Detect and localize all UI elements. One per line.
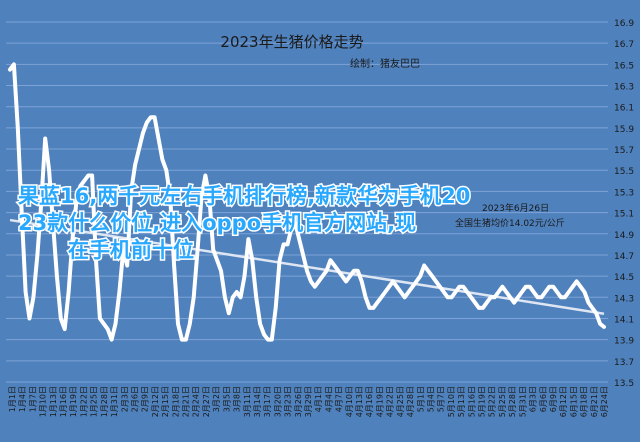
x-tick-label: 6月15日 bbox=[569, 386, 578, 417]
x-tick-label: 4月25日 bbox=[396, 386, 405, 417]
y-tick-label: 14.5 bbox=[614, 273, 634, 283]
x-tick-label: 1月13日 bbox=[49, 386, 58, 417]
x-tick-label: 1月19日 bbox=[69, 386, 78, 417]
x-tick-label: 5月13日 bbox=[457, 386, 466, 417]
x-tick-label: 5月28日 bbox=[508, 386, 517, 417]
y-tick-label: 14.1 bbox=[614, 315, 634, 325]
x-tick-label: 3月23日 bbox=[284, 386, 293, 417]
x-tick-label: 5月22日 bbox=[488, 386, 497, 417]
y-tick-label: 15.9 bbox=[614, 125, 634, 135]
x-tick-label: 2月9日 bbox=[141, 386, 150, 412]
annotation-date: 2023年6月26日 bbox=[482, 202, 549, 214]
x-tick-label: 5月19日 bbox=[478, 386, 487, 417]
y-tick-label: 15.1 bbox=[614, 210, 634, 220]
x-tick-label: 6月6日 bbox=[539, 386, 548, 412]
x-tick-label: 1月16日 bbox=[59, 386, 68, 417]
x-tick-label: 1月1日 bbox=[8, 386, 17, 412]
x-tick-label: 6月9日 bbox=[549, 386, 558, 412]
x-tick-label: 6月24日 bbox=[600, 386, 609, 417]
y-tick-label: 14.3 bbox=[614, 294, 634, 304]
x-tick-label: 4月13日 bbox=[355, 386, 364, 417]
x-tick-label: 4月22日 bbox=[386, 386, 395, 417]
series-line bbox=[8, 62, 606, 342]
y-tick-label: 13.7 bbox=[614, 358, 634, 368]
y-tick-label: 16.5 bbox=[614, 61, 634, 71]
x-tick-label: 4月4日 bbox=[324, 386, 333, 412]
x-tick-label: 2月3日 bbox=[120, 386, 129, 412]
watermark-line-3: 在手机前十位 bbox=[68, 238, 194, 262]
x-tick-label: 6月3日 bbox=[529, 386, 538, 412]
x-tick-label: 5月7日 bbox=[437, 386, 446, 412]
x-tick-label: 5月1日 bbox=[416, 386, 425, 412]
annotation-price: 全国生猪均价14.02元/公斤 bbox=[455, 217, 565, 229]
x-tick-label: 1月28日 bbox=[100, 386, 109, 417]
chart-subtitle: 绘制：猪友巴巴 bbox=[350, 57, 420, 70]
x-tick-label: 3月17日 bbox=[263, 386, 272, 417]
x-tick-label: 1月31日 bbox=[110, 386, 119, 417]
y-tick-label: 13.9 bbox=[614, 337, 634, 347]
x-tick-label: 1月4日 bbox=[18, 386, 27, 412]
x-tick-label: 3月14日 bbox=[253, 386, 262, 417]
x-tick-label: 3月20日 bbox=[273, 386, 282, 417]
x-tick-label: 2月24日 bbox=[192, 386, 201, 417]
x-tick-label: 3月5日 bbox=[222, 386, 231, 412]
watermark-line-1: 果蓝16,两千元左右手机排行榜,新款华为手机20 bbox=[18, 184, 470, 208]
x-tick-label: 4月19日 bbox=[375, 386, 384, 417]
x-tick-label: 2月27日 bbox=[202, 386, 211, 417]
x-tick-label: 4月7日 bbox=[335, 386, 344, 412]
x-tick-label: 3月2日 bbox=[212, 386, 221, 412]
grid-lines bbox=[6, 21, 608, 383]
y-tick-label: 15.3 bbox=[614, 188, 634, 198]
x-tick-label: 2月12日 bbox=[151, 386, 160, 417]
y-tick-label: 16.3 bbox=[614, 83, 634, 93]
x-tick-label: 3月26日 bbox=[294, 386, 303, 417]
x-tick-label: 2月15日 bbox=[161, 386, 170, 417]
x-tick-label: 1月10日 bbox=[39, 386, 48, 417]
x-tick-label: 4月10日 bbox=[345, 386, 354, 417]
x-tick-label: 2月18日 bbox=[171, 386, 180, 417]
y-tick-label: 16.1 bbox=[614, 104, 634, 114]
x-tick-label: 6月21日 bbox=[590, 386, 599, 417]
x-tick-label: 5月10日 bbox=[447, 386, 456, 417]
y-tick-label: 16.7 bbox=[614, 40, 634, 50]
x-tick-label: 2月21日 bbox=[182, 386, 191, 417]
y-tick-label: 15.7 bbox=[614, 146, 634, 156]
x-tick-label: 4月16日 bbox=[365, 386, 374, 417]
x-tick-label: 5月4日 bbox=[426, 386, 435, 412]
y-tick-label: 14.7 bbox=[614, 252, 634, 262]
x-tick-label: 3月29日 bbox=[304, 386, 313, 417]
x-tick-label: 5月31日 bbox=[518, 386, 527, 417]
x-tick-label: 4月28日 bbox=[406, 386, 415, 417]
chart-title: 2023年生猪价格走势 bbox=[220, 33, 363, 51]
x-tick-label: 5月25日 bbox=[498, 386, 507, 417]
x-tick-label: 3月8日 bbox=[233, 386, 242, 412]
watermark-line-2: 23款什么价位,进入oppo手机官方网站,现 bbox=[18, 211, 416, 235]
y-tick-label: 16.9 bbox=[614, 19, 634, 29]
x-tick-label: 6月12日 bbox=[559, 386, 568, 417]
x-axis-ticks: 1月1日 1月4日 1月7日 1月10日 1月13日 1月16日 1月19日 1月22日 1月2… bbox=[8, 386, 609, 417]
x-tick-label: 1月22日 bbox=[79, 386, 88, 417]
y-tick-label: 13.5 bbox=[614, 379, 634, 389]
x-tick-label: 6月18日 bbox=[580, 386, 589, 417]
y-tick-label: 14.9 bbox=[614, 231, 634, 241]
y-axis-ticks: 16.9 16.7 16.5 16.3 16.1 15.9 15.7 15.5 15.3 15.1… bbox=[614, 19, 634, 389]
x-tick-label: 2月6日 bbox=[130, 386, 139, 412]
x-tick-label: 1月7日 bbox=[28, 386, 37, 412]
x-tick-label: 3月11日 bbox=[243, 386, 252, 417]
x-tick-label: 1月25日 bbox=[90, 386, 99, 417]
x-tick-label: 5月16日 bbox=[467, 386, 476, 417]
x-tick-label: 4月1日 bbox=[314, 386, 323, 412]
y-tick-label: 15.5 bbox=[614, 167, 634, 177]
